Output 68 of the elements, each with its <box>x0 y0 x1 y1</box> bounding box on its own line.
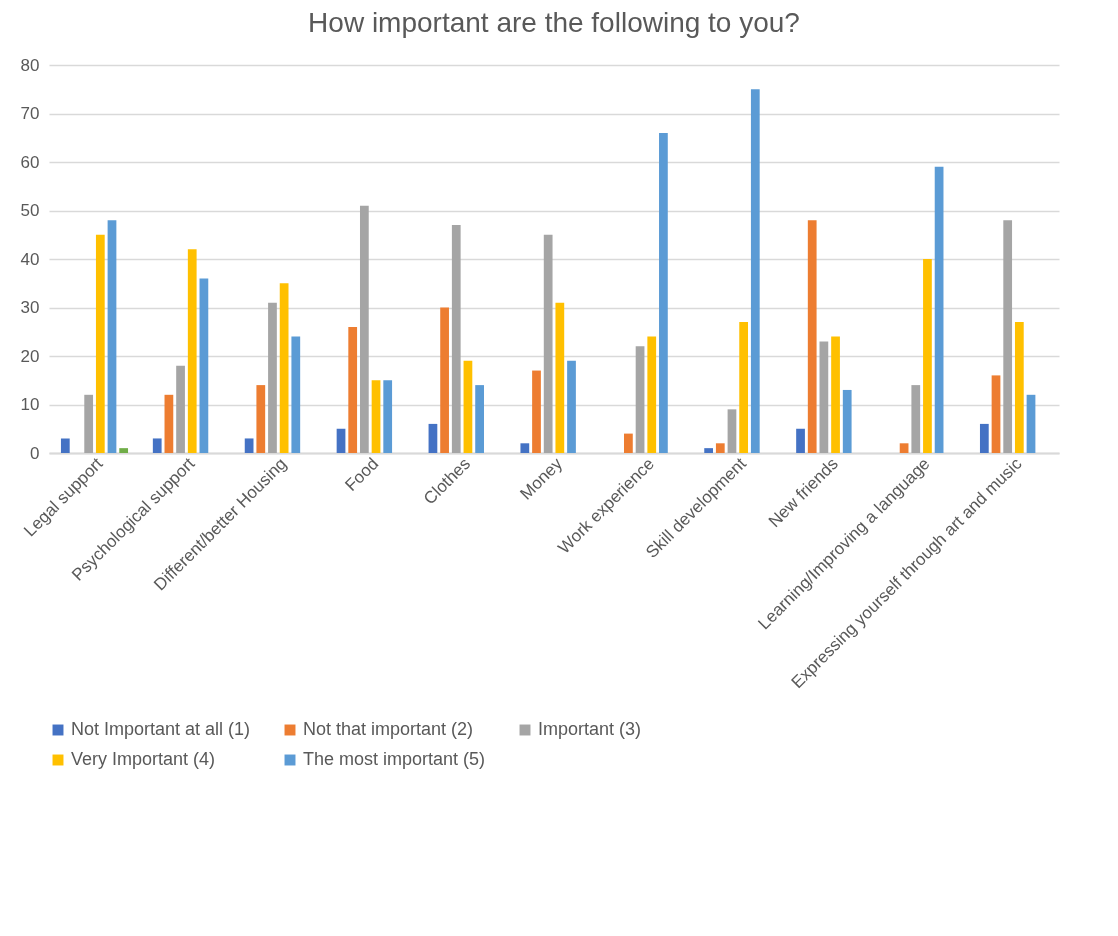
bar <box>543 234 553 453</box>
bar <box>256 385 266 453</box>
bar <box>704 448 714 453</box>
y-tick-label: 80 <box>20 55 40 75</box>
bar <box>923 259 932 453</box>
bar <box>336 428 346 453</box>
bar <box>383 380 393 453</box>
y-tick-label: 50 <box>20 201 40 220</box>
bar <box>348 326 358 453</box>
bar <box>359 205 369 453</box>
bar <box>991 375 1001 453</box>
y-tick-label: 60 <box>20 152 40 172</box>
bar <box>164 394 174 453</box>
bar <box>95 234 105 453</box>
bar <box>84 394 94 453</box>
bar <box>463 360 473 453</box>
bar <box>819 341 829 453</box>
bar <box>659 132 668 453</box>
y-tick-label: 40 <box>20 249 40 269</box>
bar <box>842 389 852 453</box>
legend-label: Important (3) <box>538 719 642 739</box>
bar <box>899 443 909 453</box>
bar <box>807 220 817 453</box>
bar <box>279 283 289 453</box>
y-tick-label: 0 <box>30 443 40 463</box>
bar <box>268 302 277 453</box>
bar <box>176 365 185 453</box>
y-tick-label: 10 <box>20 395 40 414</box>
y-tick-label: 30 <box>20 298 40 317</box>
bar <box>715 443 725 453</box>
legend-label: The most important (5) <box>303 749 486 769</box>
y-tick-label: 70 <box>20 104 40 123</box>
bar <box>371 380 381 453</box>
legend-label: Very Important (4) <box>71 749 216 769</box>
bar <box>532 370 541 453</box>
bar <box>428 423 438 453</box>
legend-label: Not Important at all (1) <box>71 719 251 739</box>
legend-label: Not that important (2) <box>303 719 474 739</box>
bar <box>107 220 117 453</box>
bar <box>647 336 657 453</box>
bar <box>739 322 749 453</box>
bar <box>451 225 461 453</box>
bar <box>291 336 301 453</box>
bar <box>934 166 944 453</box>
bar <box>979 423 989 453</box>
bar <box>199 278 209 453</box>
bar <box>119 448 129 453</box>
bar <box>727 409 737 453</box>
bar <box>796 428 805 453</box>
chart-title: How important are the following to you? <box>308 7 800 38</box>
bar <box>244 438 254 453</box>
bar <box>567 360 576 453</box>
bar <box>1014 322 1024 453</box>
bar <box>440 307 449 453</box>
bar <box>624 433 633 453</box>
bar <box>911 385 921 453</box>
bar <box>555 302 565 453</box>
bar <box>635 346 645 453</box>
bar <box>1026 394 1036 453</box>
bar <box>60 438 70 453</box>
bar <box>831 336 840 453</box>
y-tick-label: 20 <box>20 346 40 366</box>
bar <box>187 249 197 453</box>
bar <box>475 385 484 453</box>
bar <box>1003 220 1013 453</box>
bar <box>152 438 162 453</box>
bar <box>750 89 760 453</box>
bar <box>520 443 530 453</box>
